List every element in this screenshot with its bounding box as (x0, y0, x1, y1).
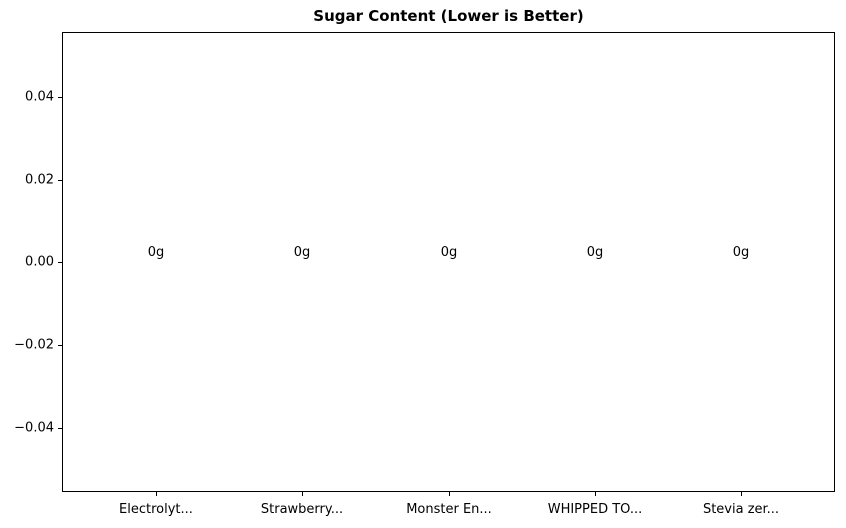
ytick-mark-3 (58, 345, 62, 346)
bar-value-label-4: 0g (732, 245, 750, 260)
xtick-mark-0 (156, 492, 157, 496)
ytick-mark-1 (58, 180, 62, 181)
bar-value-label-1: 0g (293, 245, 311, 260)
xtick-label-whipped: WHIPPED TO... (547, 502, 643, 517)
chart-title: Sugar Content (Lower is Better) (313, 7, 584, 25)
xtick-label-electrolyt: Electrolyt... (119, 502, 193, 517)
bar-value-label-2: 0g (440, 245, 458, 260)
bar-value-label-0: 0g (147, 245, 165, 260)
xtick-mark-1 (302, 492, 303, 496)
ytick-label-2: 0.00 (25, 254, 54, 270)
ytick-label-3: −0.02 (14, 337, 54, 353)
ytick-mark-4 (58, 428, 62, 429)
xtick-mark-3 (595, 492, 596, 496)
plot-area (62, 32, 835, 492)
bar-value-label-3: 0g (586, 245, 604, 260)
xtick-label-strawberry: Strawberry... (260, 502, 344, 517)
xtick-mark-2 (449, 492, 450, 496)
xtick-mark-4 (741, 492, 742, 496)
xtick-label-monster: Monster En... (406, 502, 492, 517)
ytick-label-0: 0.04 (25, 89, 54, 105)
ytick-mark-2 (58, 262, 62, 263)
ytick-label-4: −0.04 (14, 420, 54, 436)
ytick-mark-0 (58, 97, 62, 98)
xtick-label-stevia: Stevia zer... (702, 502, 780, 517)
ytick-label-1: 0.02 (25, 172, 54, 188)
